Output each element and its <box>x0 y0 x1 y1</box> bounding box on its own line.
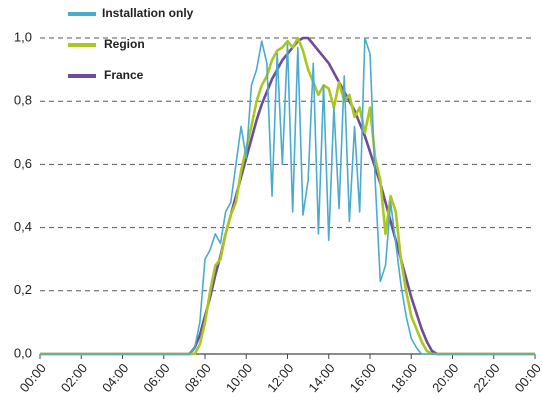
x-tick-label: 22:00 <box>470 360 502 395</box>
series-line <box>40 36 535 356</box>
x-tick-label: 14:00 <box>305 360 337 395</box>
legend-label: France <box>104 68 144 82</box>
x-tick-label: 18:00 <box>388 360 420 395</box>
x-tick-label: 20:00 <box>429 360 461 395</box>
y-tick-label: 1,0 <box>14 29 32 44</box>
legend-label: Region <box>104 37 145 51</box>
x-tick-label: 16:00 <box>347 360 379 395</box>
y-tick-label: 0,0 <box>14 345 32 360</box>
x-tick-label: 00:00 <box>17 360 49 395</box>
x-tick-label: 12:00 <box>264 360 296 395</box>
x-tick-label: 08:00 <box>182 360 214 395</box>
y-tick-label: 0,4 <box>14 219 32 234</box>
x-tick-label: 10:00 <box>223 360 255 395</box>
y-tick-label: 0,2 <box>14 282 32 297</box>
x-tick-label: 00:00 <box>512 360 542 395</box>
y-tick-label: 0,8 <box>14 93 32 108</box>
legend-label: Installation only <box>102 6 194 20</box>
y-tick-label: 0,6 <box>14 156 32 171</box>
series-line <box>40 36 535 356</box>
series-line <box>40 37 535 355</box>
x-tick-label: 06:00 <box>140 360 172 395</box>
x-tick-label: 04:00 <box>99 360 131 395</box>
x-tick-label: 02:00 <box>58 360 90 395</box>
